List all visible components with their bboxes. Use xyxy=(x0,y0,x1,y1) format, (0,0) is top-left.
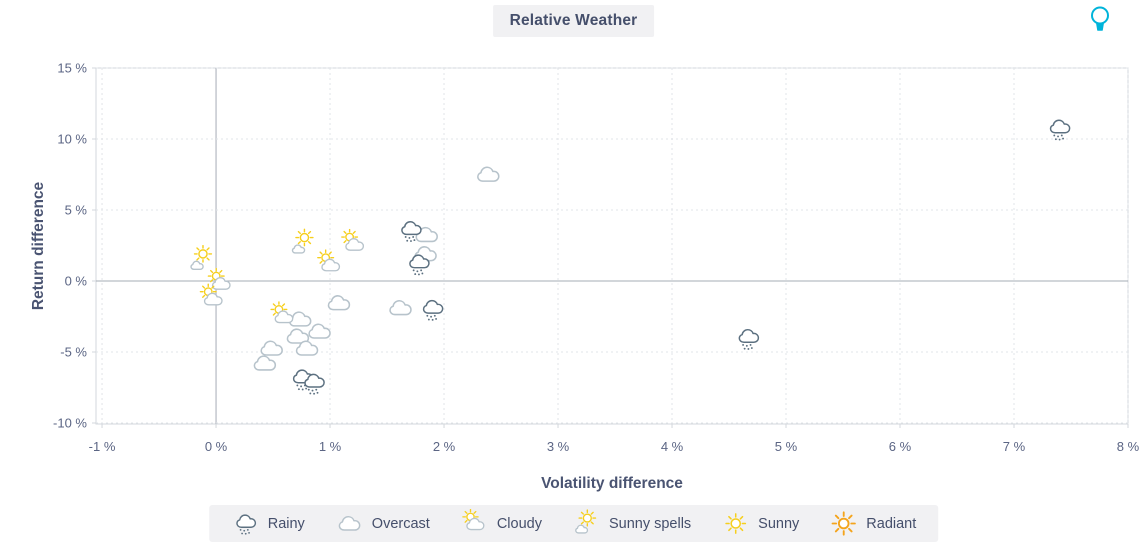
point-overcast[interactable] xyxy=(254,356,275,370)
x-tick-label: 5 % xyxy=(775,439,798,454)
point-cloudy[interactable] xyxy=(342,229,364,250)
legend-item-sunny[interactable]: Sunny xyxy=(721,509,799,538)
point-sunny-spells[interactable] xyxy=(292,229,312,253)
chart-title: Relative Weather xyxy=(492,5,655,37)
x-axis-label: Volatility difference xyxy=(541,475,683,492)
legend-label: Rainy xyxy=(267,515,305,532)
legend: Rainy Overcast Cloudy Sunny spells Sunny Radi… xyxy=(208,505,939,542)
point-cloudy[interactable] xyxy=(318,250,340,271)
x-tick-label: 1 % xyxy=(319,439,342,454)
legend-item-sunny-spells[interactable]: Sunny spells xyxy=(572,509,691,538)
gridlines xyxy=(96,67,1129,424)
point-overcast[interactable] xyxy=(309,324,330,338)
legend-item-overcast[interactable]: Overcast xyxy=(335,509,430,538)
y-axis-label: Return difference xyxy=(30,181,47,310)
x-tick-label: 4 % xyxy=(661,439,684,454)
plot-border xyxy=(95,67,1129,425)
point-sunny-spells[interactable] xyxy=(191,246,211,270)
data-points xyxy=(191,120,1070,394)
axis-ticks: -1 % 0 % 1 % 2 % 3 % 4 % 5 % 6 % 7 % 8 % 15 % 10 % 5… xyxy=(53,61,1140,455)
x-tick-label: -1 % xyxy=(89,439,116,454)
legend-item-rainy[interactable]: Rainy xyxy=(231,509,305,538)
y-tick-label: -10 % xyxy=(53,416,87,431)
rainy-icon xyxy=(231,509,260,538)
x-tick-label: 2 % xyxy=(433,439,456,454)
point-rainy[interactable] xyxy=(305,374,324,394)
point-overcast[interactable] xyxy=(328,296,349,310)
lightbulb-icon xyxy=(1091,6,1109,31)
cloudy-icon xyxy=(460,509,489,538)
legend-item-cloudy[interactable]: Cloudy xyxy=(460,509,542,538)
idea-button[interactable] xyxy=(1087,5,1113,35)
x-tick-label: 0 % xyxy=(205,439,228,454)
sunny-icon xyxy=(721,509,750,538)
point-rainy[interactable] xyxy=(1051,120,1070,140)
x-tick-label: 6 % xyxy=(889,439,912,454)
legend-label: Sunny spells xyxy=(608,515,692,532)
point-cloudy[interactable] xyxy=(208,268,230,289)
point-overcast[interactable] xyxy=(478,167,499,181)
point-cloudy[interactable] xyxy=(271,302,293,323)
x-tick-label: 8 % xyxy=(1117,439,1140,454)
x-tick-label: 3 % xyxy=(547,439,570,454)
legend-item-radiant[interactable]: Radiant xyxy=(829,509,916,538)
legend-label: Overcast xyxy=(371,515,430,532)
point-overcast[interactable] xyxy=(390,301,411,315)
point-rainy[interactable] xyxy=(424,301,443,321)
y-tick-label: 10 % xyxy=(57,132,87,147)
legend-label: Cloudy xyxy=(496,515,542,532)
sunny-spells-icon xyxy=(572,509,601,538)
legend-label: Radiant xyxy=(866,515,917,532)
point-overcast[interactable] xyxy=(261,341,282,355)
y-tick-label: 15 % xyxy=(57,61,87,76)
point-rainy[interactable] xyxy=(739,330,758,350)
overcast-icon xyxy=(335,509,364,538)
y-tick-label: 5 % xyxy=(65,203,88,218)
legend-label: Sunny xyxy=(758,515,800,532)
radiant-icon xyxy=(829,509,858,538)
x-tick-label: 7 % xyxy=(1003,439,1026,454)
y-tick-label: -5 % xyxy=(60,345,87,360)
y-tick-label: 0 % xyxy=(65,274,88,289)
chart-title-text: Relative Weather xyxy=(509,12,638,29)
